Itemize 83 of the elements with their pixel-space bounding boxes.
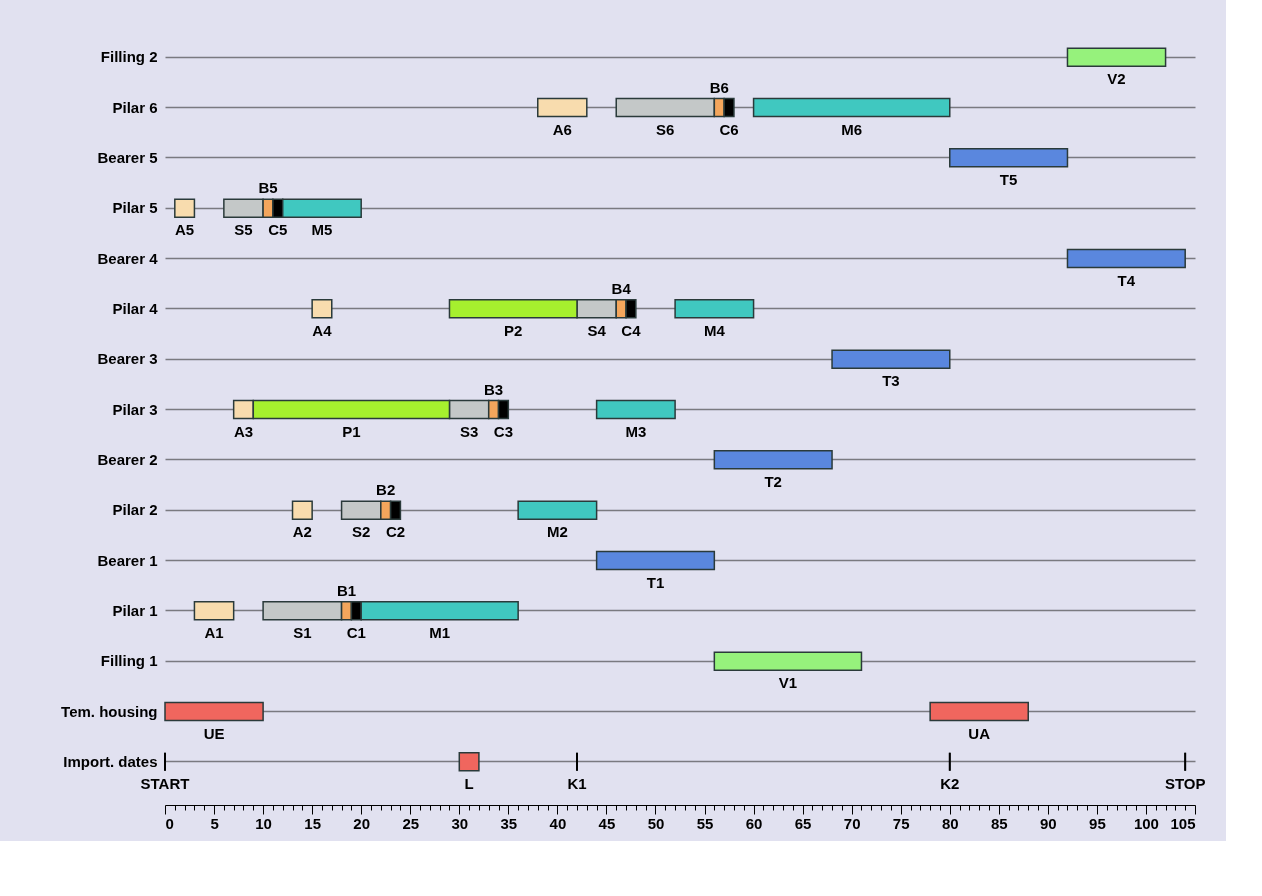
data-label: T2 [764,472,782,490]
data-label: UA [968,724,991,742]
data-label: M1 [429,623,451,641]
x-tick-label: 30 [451,814,469,832]
x-tick-label: 90 [1040,814,1057,832]
data-label: B1 [336,581,357,599]
x-tick-label: 10 [255,814,272,832]
x-tick-label: 80 [941,814,959,832]
y-tick-label: Bearer 1 [97,551,158,569]
data-label: T4 [1117,271,1136,289]
x-tick-label: 60 [745,814,763,832]
y-tick-label: Bearer 5 [97,148,158,166]
x-tick-label: 15 [304,814,321,832]
x-tick-label: 70 [843,814,861,832]
y-tick-label: Import. dates [63,752,158,770]
x-tick-label: 65 [794,814,812,832]
data-label: B6 [709,78,729,96]
data-label: C5 [268,221,288,239]
data-label: M5 [311,221,333,239]
x-tick-label: 95 [1089,814,1106,832]
data-label: C2 [385,523,406,541]
data-label: UE [203,724,225,742]
x-tick-label: 25 [402,814,420,832]
data-label: C4 [621,321,642,339]
y-tick-label: Filling 2 [100,48,158,66]
x-tick-label: 75 [892,814,910,832]
data-label: B3 [484,380,504,398]
x-tick-label: 50 [647,814,665,832]
x-tick-label: 20 [353,814,371,832]
data-label: M4 [703,321,726,339]
data-label: A2 [292,523,312,541]
data-label: S6 [656,120,675,138]
data-label: S2 [352,523,371,541]
y-tick-label: Bearer 4 [97,249,159,267]
data-label: V1 [778,674,798,692]
y-tick-label: Bearer 3 [97,350,158,368]
y-tick-label: Pilar 2 [112,501,158,519]
y-tick-label: Pilar 1 [112,601,158,619]
data-label: C3 [493,422,514,440]
data-label: K1 [567,774,587,792]
x-tick-label: 100 [1133,814,1159,832]
data-label: A6 [552,120,572,138]
data-label: B4 [611,279,632,297]
data-label: A3 [233,422,254,440]
x-tick-label: 85 [990,814,1008,832]
x-tick-label: 35 [500,814,518,832]
data-label: B5 [258,179,278,197]
y-tick-label: Filling 1 [100,652,158,670]
y-tick-label: Tem. housing [61,702,158,720]
data-label: V2 [1107,70,1126,88]
data-label: S3 [459,422,479,440]
data-label: S1 [293,623,312,641]
data-label: C1 [346,623,366,641]
data-label: M2 [546,523,568,541]
data-label: A5 [175,221,195,239]
data-label: T5 [999,170,1018,188]
data-label: T1 [646,573,665,591]
data-label: P2 [504,321,523,339]
data-label: P1 [342,422,361,440]
x-tick-label: 0 [165,814,174,832]
x-tick-label: 5 [210,814,219,832]
data-label: L [464,774,474,792]
data-label: M6 [841,120,863,138]
data-label: S4 [587,321,607,339]
x-tick-label: 105 [1170,814,1196,832]
y-tick-label: Bearer 2 [97,450,158,468]
data-label: START [140,774,190,792]
data-label: C6 [719,120,739,138]
y-tick-label: Pilar 5 [112,199,158,217]
data-label: M3 [625,422,647,440]
data-label: B2 [376,481,396,499]
x-tick-label: 40 [549,814,567,832]
data-label: A4 [312,321,333,339]
data-label: STOP [1164,774,1206,792]
y-tick-label: Pilar 3 [112,400,158,418]
x-tick-label: 55 [696,814,714,832]
data-label: A1 [204,623,224,641]
data-label: T3 [882,372,900,390]
x-tick-label: 45 [598,814,616,832]
data-label: K2 [940,774,960,792]
data-label: S5 [234,221,253,239]
y-tick-label: Pilar 6 [112,98,158,116]
y-tick-label: Pilar 4 [112,299,159,317]
